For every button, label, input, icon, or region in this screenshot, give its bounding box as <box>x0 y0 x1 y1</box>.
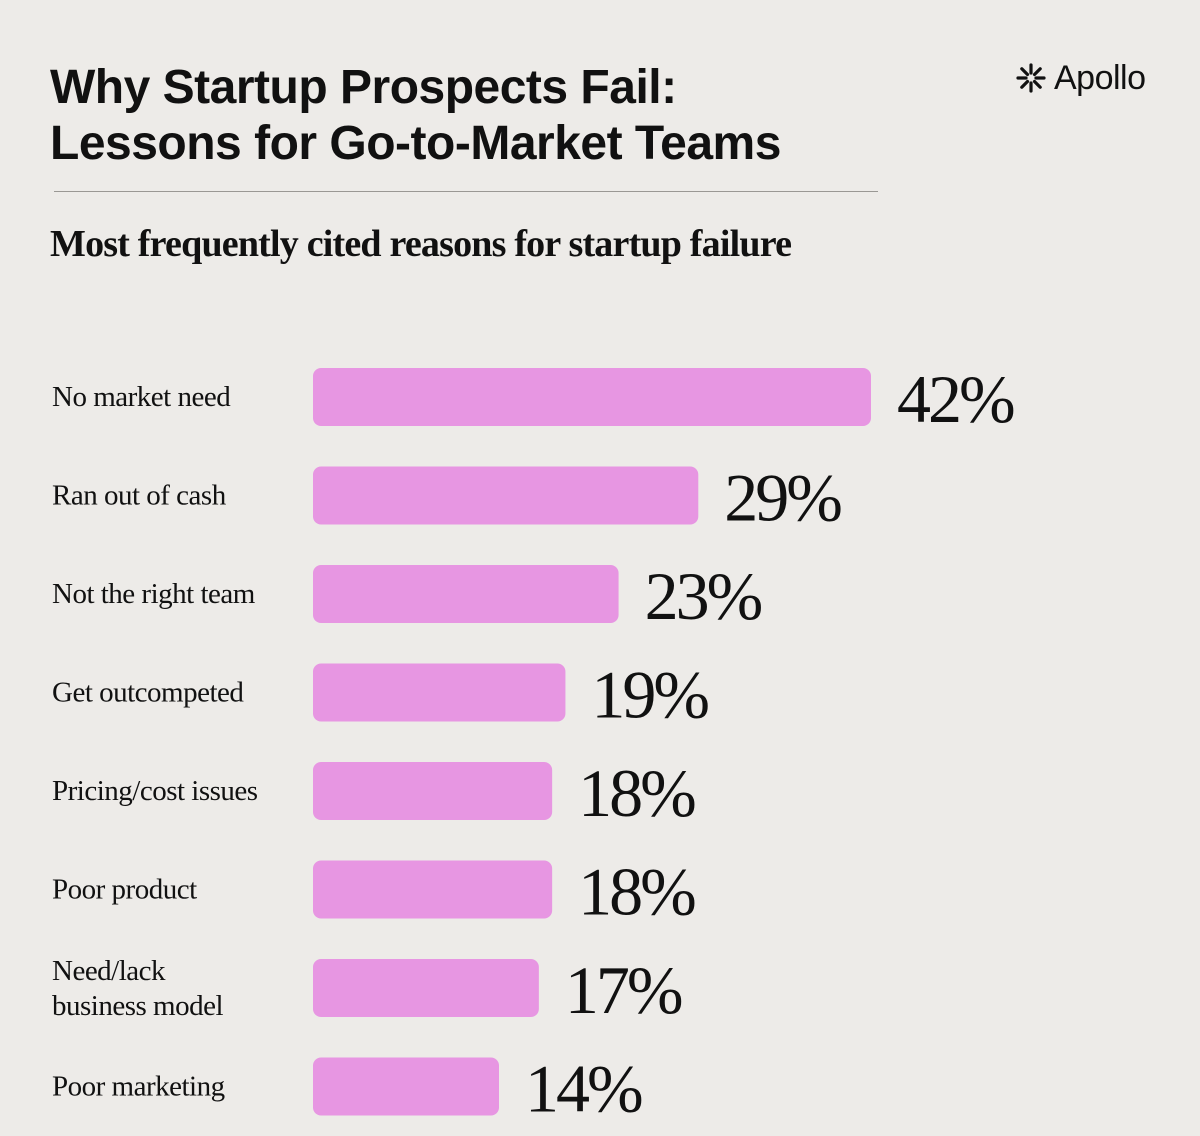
title-divider <box>54 191 878 192</box>
category-label: Get outcompeted <box>52 677 244 709</box>
bar-group: No market need 42% <box>52 361 1017 437</box>
value-label: 14% <box>525 1051 642 1127</box>
bar <box>313 663 566 722</box>
brand-name: Apollo <box>1054 58 1146 97</box>
asterisk-icon <box>1016 63 1046 93</box>
category-label: Poor marketing <box>52 1071 225 1103</box>
category-label: Pricing/cost issues <box>52 775 258 807</box>
category-label: Not the right team <box>52 578 256 610</box>
category-label: Need/lack business model <box>52 955 223 1022</box>
value-label: 17% <box>565 952 682 1028</box>
value-label: 29% <box>724 460 841 536</box>
bar-group: Ran out of cash 29% <box>52 460 844 536</box>
value-label: 18% <box>578 755 695 831</box>
category-label: Poor product <box>52 874 197 906</box>
title-line-2: Lessons for Go-to-Market Teams <box>50 117 781 170</box>
bar <box>313 762 553 820</box>
bar <box>313 565 619 623</box>
bar <box>313 860 553 919</box>
title-line-1: Why Startup Prospects Fail: <box>50 61 677 114</box>
bar-group: Not the right team 23% <box>52 558 765 634</box>
value-label: 19% <box>591 657 708 733</box>
apollo-logo: Apollo <box>1016 56 1146 100</box>
value-label: 42% <box>897 361 1014 437</box>
chart-title-heading: Why Startup Prospects Fail: Lessons for … <box>50 60 950 172</box>
bar-group: Poor product 18% <box>52 854 698 930</box>
value-label: 23% <box>645 558 762 634</box>
bar <box>313 466 699 525</box>
bar <box>313 1057 499 1116</box>
chart-subtitle: Most frequently cited reasons for startu… <box>50 223 792 265</box>
bar-group: Get outcompeted 19% <box>52 657 711 733</box>
category-label: Ran out of cash <box>52 480 227 512</box>
bar-group: Need/lack business model 17% <box>52 952 685 1028</box>
category-label: No market need <box>52 381 231 413</box>
bar-group: Pricing/cost issues 18% <box>52 755 698 831</box>
bar <box>313 368 871 426</box>
bar <box>313 959 539 1017</box>
bar-group: Poor marketing 14% <box>52 1051 645 1127</box>
value-label: 18% <box>578 854 695 930</box>
